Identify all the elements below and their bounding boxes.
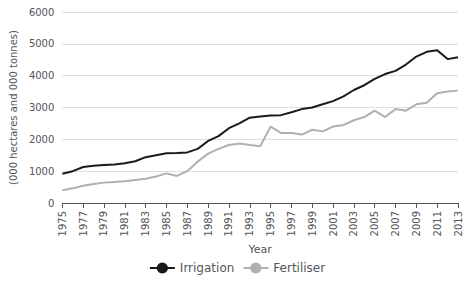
svg-text:2000: 2000 <box>29 134 54 145</box>
svg-text:1985: 1985 <box>161 211 172 236</box>
svg-text:1997: 1997 <box>286 211 297 236</box>
svg-text:1975: 1975 <box>57 211 68 236</box>
svg-text:Fertiliser: Fertiliser <box>273 261 325 275</box>
svg-text:Year: Year <box>248 243 273 256</box>
svg-text:1977: 1977 <box>78 211 89 236</box>
svg-text:1000: 1000 <box>29 166 54 177</box>
svg-text:1991: 1991 <box>223 211 234 236</box>
svg-text:3000: 3000 <box>29 102 54 113</box>
svg-text:1989: 1989 <box>203 211 214 236</box>
svg-text:2007: 2007 <box>390 211 401 236</box>
svg-text:6000: 6000 <box>29 7 54 18</box>
svg-text:1999: 1999 <box>307 211 318 236</box>
svg-text:0: 0 <box>48 198 54 209</box>
svg-text:1987: 1987 <box>182 211 193 236</box>
svg-text:5000: 5000 <box>29 38 54 49</box>
svg-text:2009: 2009 <box>411 211 422 236</box>
svg-text:2001: 2001 <box>328 211 339 236</box>
svg-text:1979: 1979 <box>98 211 109 236</box>
svg-text:1983: 1983 <box>140 211 151 236</box>
svg-text:2003: 2003 <box>348 211 359 236</box>
svg-text:2013: 2013 <box>453 211 464 236</box>
svg-text:1995: 1995 <box>265 211 276 236</box>
svg-text:4000: 4000 <box>29 70 54 81</box>
svg-text:1981: 1981 <box>119 211 130 236</box>
svg-text:1993: 1993 <box>244 211 255 236</box>
svg-text:(000 hectares and 000 tonnes): (000 hectares and 000 tonnes) <box>8 30 19 185</box>
svg-text:2011: 2011 <box>432 211 443 236</box>
svg-text:2005: 2005 <box>369 211 380 236</box>
svg-text:Irrigation: Irrigation <box>180 261 235 275</box>
